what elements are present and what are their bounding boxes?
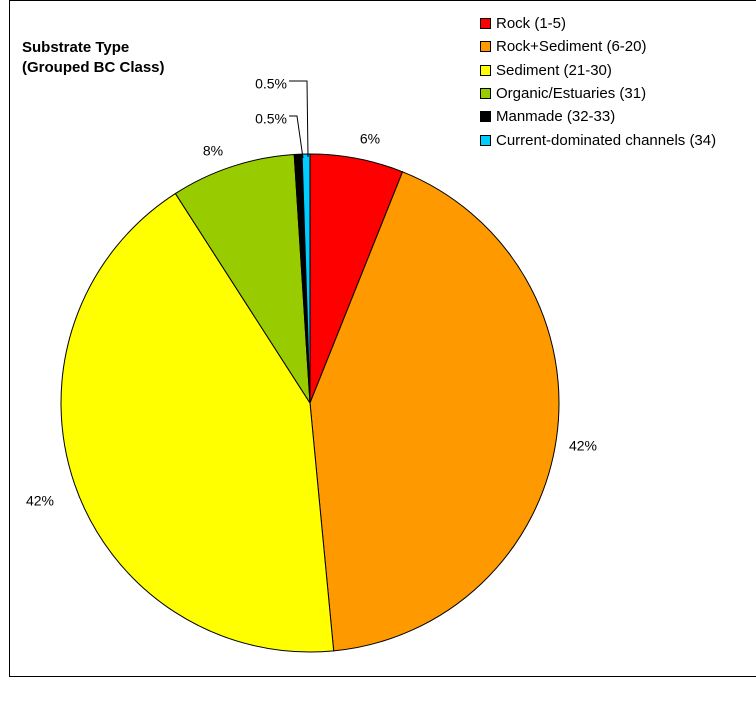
legend-label-3: Sediment (21-30) [496,61,612,79]
legend-item-2: Rock+Sediment (6-20) [480,35,716,58]
legend-label-4: Organic/Estuaries (31) [496,85,647,103]
data-label-1: 6% [360,131,380,147]
chart-title: Substrate Type (Grouped BC Class) [22,38,282,78]
legend-label-1: Rock (1-5) [496,15,567,33]
legend-item-1: Rock (1-5) [480,12,716,35]
chart-frame [9,0,756,677]
legend-label-5: Manmade (32-33) [496,108,616,126]
legend-item-3: Sediment (21-30) [480,59,716,82]
legend-item-5: Manmade (32-33) [480,105,716,128]
data-label-5: 0.5% [255,111,287,127]
pie-slice-2 [309,171,560,652]
data-label-3: 42% [26,493,54,509]
legend-swatch-6 [480,134,491,146]
legend-item-6: Current-dominated channels (34) [480,128,716,151]
data-label-2: 42% [569,438,597,454]
legend-label-6: Current-dominated channels (34) [496,131,717,149]
data-label-4: 8% [203,143,223,159]
legend-swatch-4 [480,88,491,100]
legend-item-4: Organic/Estuaries (31) [480,82,716,105]
legend-swatch-5 [480,111,491,123]
pie-slice-3 [60,192,335,653]
leader-line-6 [289,80,309,158]
legend-swatch-2 [480,41,491,53]
leader-line-5 [289,115,304,159]
legend-label-2: Rock+Sediment (6-20) [496,38,647,56]
legend: Rock (1-5) Rock+Sediment (6-20) Sediment (… [480,12,716,152]
chart-title-line-2: (Grouped BC Class) [22,59,165,76]
chart-title-line-1: Substrate Type [22,39,130,56]
legend-swatch-1 [480,18,491,30]
pie-slice-4 [174,153,311,405]
data-label-6: 0.5% [255,76,287,92]
legend-swatch-3 [480,64,491,76]
